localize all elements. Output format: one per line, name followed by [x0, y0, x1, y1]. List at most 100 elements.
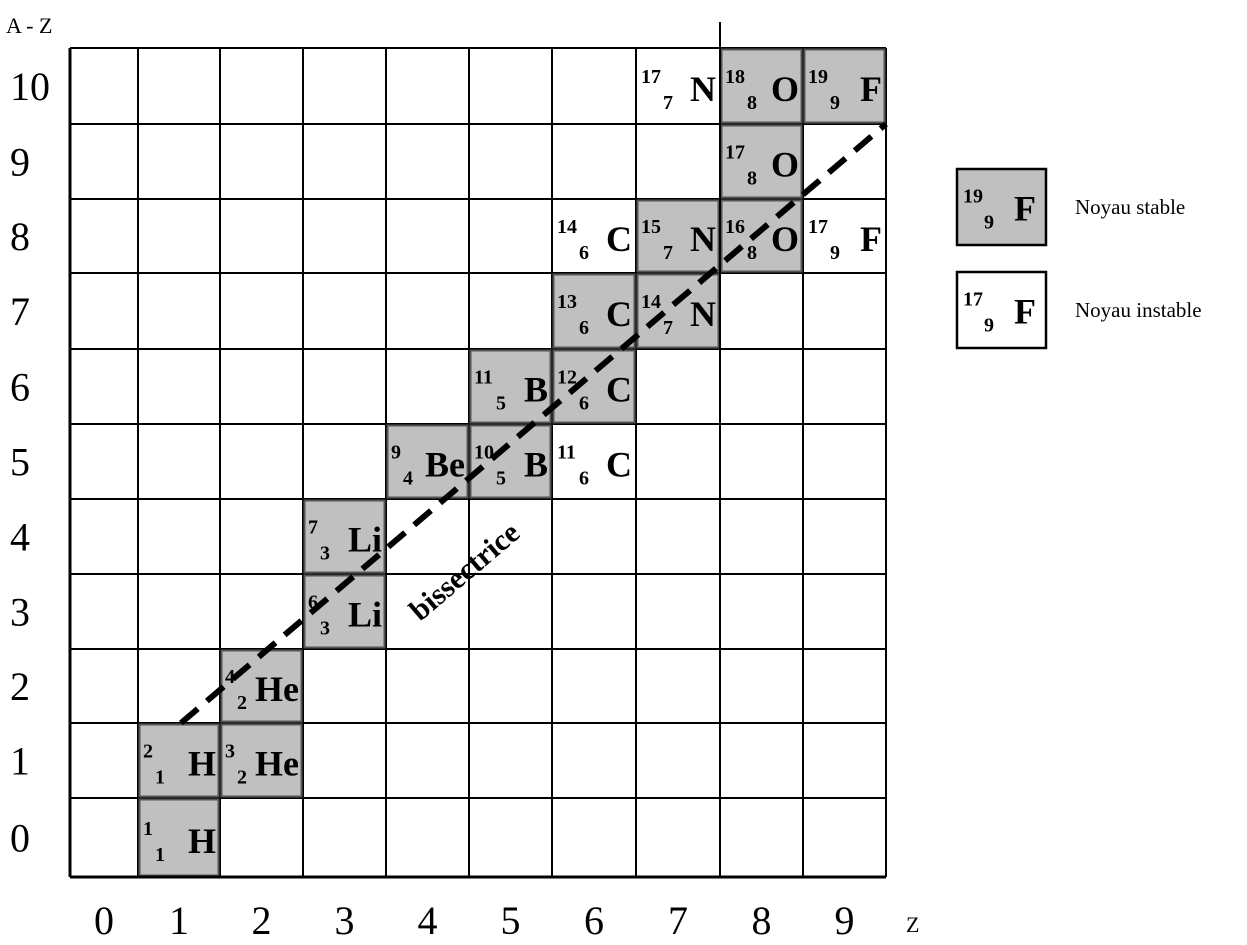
atomic-number: 8 [747, 168, 757, 190]
element-symbol: Li [348, 520, 382, 560]
atomic-number: 6 [579, 468, 589, 490]
legend-atomic-number: 9 [984, 315, 994, 337]
atomic-number: 3 [320, 543, 330, 565]
stable-cell-fill [469, 349, 552, 424]
nuclide-14C: 146 C [553, 200, 635, 272]
y-tick-label: 2 [10, 664, 30, 709]
element-symbol: B [524, 370, 548, 410]
bisector-label: bissectrice [403, 516, 526, 627]
y-tick-label: 7 [10, 289, 30, 334]
stable-cell-fill [220, 649, 303, 723]
y-tick-label: 4 [10, 515, 30, 560]
x-tick-label: 3 [335, 898, 355, 943]
y-axis-title: A - Z [6, 13, 52, 38]
element-symbol: C [606, 219, 632, 259]
nuclide-13C: 136 C [552, 273, 636, 349]
element-symbol: O [771, 219, 799, 259]
x-tick-label: 6 [584, 898, 604, 943]
legend-element-symbol: F [1014, 292, 1036, 332]
mass-number: 10 [474, 442, 494, 464]
mass-number: 1 [143, 818, 153, 840]
mass-number: 6 [308, 592, 318, 614]
legend-unstable: 179 F Noyau instable [955, 270, 1202, 350]
nuclide-17N: 177 N [637, 49, 719, 123]
nuclide-4He: 42 He [220, 649, 303, 723]
legend-label: Noyau instable [1075, 298, 1202, 322]
legend-swatch [955, 270, 1048, 350]
element-symbol: C [606, 370, 632, 410]
legend-atomic-number: 9 [984, 212, 994, 234]
mass-number: 14 [557, 216, 577, 238]
element-symbol: N [690, 69, 716, 109]
y-tick-label: 9 [10, 140, 30, 185]
nuclide-12C: 126 C [552, 349, 636, 424]
element-symbol: F [860, 219, 882, 259]
element-symbol: Li [348, 595, 382, 635]
mass-number: 7 [308, 517, 318, 539]
stable-cell-fill [636, 273, 720, 349]
atomic-number: 4 [403, 468, 413, 490]
legend-element-symbol: F [1014, 189, 1036, 229]
stable-cell-fill [720, 199, 803, 273]
legend-stable: 199 F Noyau stable [955, 167, 1185, 247]
nuclide-19F: 199 F [803, 48, 886, 124]
nuclide-15N: 157 N [636, 199, 720, 273]
nuclide-2H: 21 H [138, 723, 220, 798]
nuclide-10B: 105 B [469, 424, 552, 499]
element-symbol: H [188, 744, 216, 784]
mass-number: 17 [641, 66, 661, 88]
nuclide-17O: 178 O [720, 124, 803, 199]
mass-number: 11 [557, 442, 576, 464]
x-tick-label: 9 [835, 898, 855, 943]
nuclide-9Be: 94 Be [386, 424, 469, 499]
atomic-number: 1 [155, 844, 165, 866]
unstable-cell-fill [553, 200, 635, 272]
stable-cell-fill [220, 723, 303, 798]
element-symbol: F [860, 69, 882, 109]
nuclide-17F: 179 F [804, 200, 885, 272]
element-symbol: He [255, 744, 299, 784]
element-symbol: Be [425, 445, 465, 485]
stable-cell-fill [552, 349, 636, 424]
mass-number: 3 [225, 741, 235, 763]
atomic-number: 8 [747, 92, 757, 114]
x-tick-label: 7 [668, 898, 688, 943]
nuclide-14N: 147 N [636, 273, 720, 349]
unstable-cell-fill [637, 49, 719, 123]
element-symbol: He [255, 669, 299, 709]
unstable-cell-fill [553, 425, 635, 498]
mass-number: 12 [557, 367, 577, 389]
stable-cell-fill [138, 798, 220, 877]
element-symbol: H [188, 821, 216, 861]
y-tick-label: 5 [10, 440, 30, 485]
legend-mass-number: 17 [963, 289, 983, 311]
nuclide-1H: 11 H [138, 798, 220, 877]
atomic-number: 5 [496, 393, 506, 415]
y-tick-labels: 0 1 2 3 4 5 6 7 8 9 10 [10, 64, 50, 861]
atomic-number: 6 [579, 317, 589, 339]
atomic-number: 2 [237, 767, 247, 789]
x-tick-label: 2 [252, 898, 272, 943]
stable-cell-fill [138, 723, 220, 798]
stable-cell-fill [469, 424, 552, 499]
x-tick-label: 0 [94, 898, 114, 943]
atomic-number: 6 [579, 393, 589, 415]
bisector-dashed-line [179, 121, 888, 726]
y-tick-label: 6 [10, 365, 30, 410]
y-tick-label: 0 [10, 816, 30, 861]
atomic-number: 8 [747, 242, 757, 264]
mass-number: 16 [725, 216, 745, 238]
nuclide-18O: 188 O [720, 48, 803, 124]
legend-label: Noyau stable [1075, 195, 1185, 219]
mass-number: 17 [725, 142, 745, 164]
unstable-cell-fill [804, 200, 885, 272]
stable-cell-fill [803, 48, 886, 124]
mass-number: 18 [725, 66, 745, 88]
stable-cell-fill [720, 124, 803, 199]
nuclide-11B: 115 B [469, 349, 552, 424]
stable-cell-fill [720, 48, 803, 124]
stable-cell-fill [552, 273, 636, 349]
nuclide-6Li: 63 Li [303, 574, 386, 649]
